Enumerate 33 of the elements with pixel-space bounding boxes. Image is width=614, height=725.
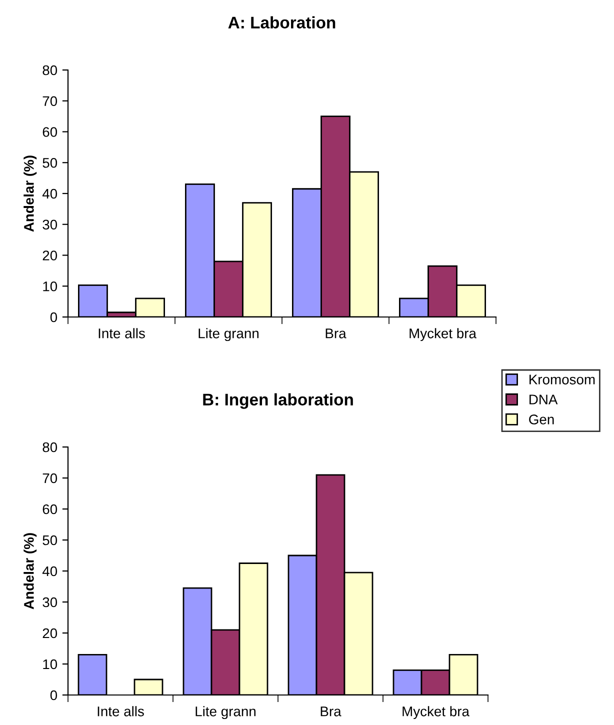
y-tick-label: 20 xyxy=(42,628,58,638)
y-tick-label: 50 xyxy=(42,158,58,168)
chart-title: A: Laboration xyxy=(228,16,336,28)
y-tick-label: 10 xyxy=(43,281,58,292)
y-axis-title: Andelar (%) xyxy=(24,533,37,610)
x-tick-label: Inte alls xyxy=(98,328,145,338)
x-tick-label: Lite grann xyxy=(198,328,258,342)
x-tick-label: Mycket bra xyxy=(402,706,470,720)
y-tick-label: 70 xyxy=(42,473,58,484)
y-tick-label: 0 xyxy=(50,312,58,322)
y-tick-label: 40 xyxy=(42,566,58,576)
y-tick-label: 10 xyxy=(43,659,58,670)
x-tick-label: Mycket bra xyxy=(410,328,476,342)
y-tick-label: 0 xyxy=(50,690,58,700)
y-tick-label: 80 xyxy=(42,65,58,76)
x-tick-label: Inte alls xyxy=(98,706,144,716)
y-tick-label: 60 xyxy=(42,127,58,137)
y-tick-label: 20 xyxy=(42,250,58,260)
y-tick-label: 60 xyxy=(42,504,58,514)
x-tick-label: Bra xyxy=(326,328,346,338)
chart-title: B: Ingen laboration xyxy=(203,393,353,409)
x-tick-label: Lite grann xyxy=(196,706,256,720)
y-tick-label: 50 xyxy=(42,535,58,546)
legend-label: Gen xyxy=(529,414,554,424)
y-tick-label: 80 xyxy=(42,442,58,452)
y-axis-title: Andelar (%) xyxy=(24,156,37,232)
x-tick-label: Bra xyxy=(320,706,342,716)
legend-label: DNA xyxy=(530,394,558,404)
y-tick-label: 40 xyxy=(42,188,58,199)
y-tick-label: 70 xyxy=(42,96,58,106)
y-tick-label: 30 xyxy=(42,597,58,608)
y-tick-label: 30 xyxy=(42,220,58,230)
legend-label: Kromosom xyxy=(530,374,595,384)
